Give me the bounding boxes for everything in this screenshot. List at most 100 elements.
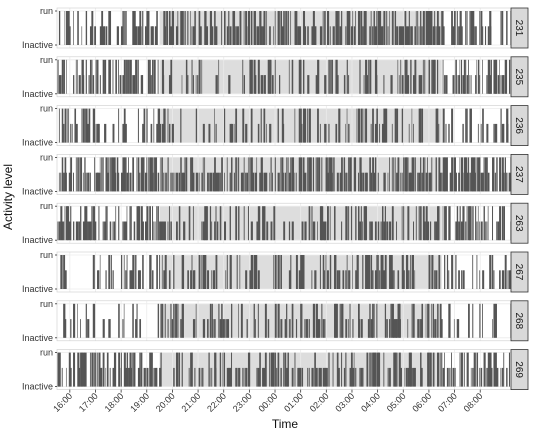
activity-bar bbox=[245, 172, 247, 192]
activity-bar bbox=[253, 255, 256, 289]
activity-bar bbox=[342, 270, 345, 289]
activity-bar bbox=[271, 75, 274, 94]
activity-bar bbox=[411, 108, 413, 143]
activity-bar bbox=[231, 123, 234, 143]
activity-bar bbox=[335, 59, 338, 94]
activity-bar bbox=[140, 157, 143, 192]
activity-bar bbox=[432, 26, 436, 45]
x-tick-label: 19:00 bbox=[128, 391, 151, 414]
activity-bar bbox=[269, 59, 271, 94]
activity-bar bbox=[493, 59, 496, 94]
activity-bar bbox=[226, 157, 228, 192]
activity-bar bbox=[503, 123, 505, 143]
activity-bar bbox=[173, 172, 174, 192]
activity-bar bbox=[459, 59, 461, 94]
activity-bar bbox=[283, 123, 285, 143]
activity-bar bbox=[329, 157, 333, 192]
activity-bar bbox=[104, 26, 106, 45]
activity-bar bbox=[287, 352, 289, 387]
activity-bar bbox=[89, 352, 91, 387]
activity-bar bbox=[456, 206, 459, 241]
x-tick-label: 07:00 bbox=[436, 391, 459, 414]
activity-bar bbox=[497, 75, 500, 94]
activity-bar bbox=[112, 123, 115, 143]
activity-bar bbox=[250, 255, 254, 289]
activity-bar bbox=[403, 270, 405, 289]
activity-bar bbox=[106, 206, 108, 241]
activity-bar bbox=[152, 270, 154, 289]
activity-bar bbox=[346, 108, 348, 143]
activity-bar bbox=[468, 352, 469, 387]
activity-bar bbox=[476, 59, 478, 94]
activity-bar bbox=[249, 270, 252, 289]
activity-bar bbox=[290, 319, 291, 338]
activity-bar bbox=[152, 172, 154, 192]
activity-bar bbox=[460, 352, 463, 387]
activity-bar bbox=[226, 319, 230, 338]
activity-bar bbox=[425, 11, 428, 45]
activity-bar bbox=[295, 255, 298, 289]
activity-bar bbox=[424, 157, 426, 192]
activity-bar bbox=[142, 221, 144, 241]
activity-bar bbox=[85, 303, 87, 338]
activity-bar bbox=[480, 367, 483, 387]
activity-bar bbox=[307, 157, 309, 192]
activity-bar bbox=[201, 221, 203, 241]
activity-bar bbox=[105, 157, 108, 192]
activity-bar bbox=[302, 108, 305, 143]
activity-bar bbox=[348, 206, 350, 241]
activity-bar bbox=[322, 11, 324, 45]
facet-strip-label: 237 bbox=[513, 166, 524, 183]
activity-bar bbox=[391, 206, 394, 241]
activity-bar bbox=[176, 303, 178, 338]
activity-bar bbox=[218, 59, 220, 94]
activity-bar bbox=[142, 123, 144, 143]
activity-bar bbox=[105, 270, 107, 289]
activity-bar bbox=[202, 157, 204, 192]
x-tick-label: 22:00 bbox=[205, 391, 228, 414]
activity-bar bbox=[372, 303, 374, 338]
activity-bar bbox=[58, 75, 61, 94]
activity-bar bbox=[301, 255, 304, 289]
activity-bar bbox=[470, 11, 473, 45]
activity-bar bbox=[246, 26, 248, 45]
activity-bar bbox=[219, 319, 222, 338]
activity-bar bbox=[336, 11, 339, 45]
activity-bar bbox=[369, 352, 371, 387]
activity-bar bbox=[404, 157, 407, 192]
activity-bar bbox=[228, 75, 231, 94]
activity-bar bbox=[215, 75, 218, 94]
activity-bar bbox=[115, 59, 117, 94]
activity-bar bbox=[394, 11, 397, 45]
activity-bar bbox=[472, 255, 474, 289]
activity-bar bbox=[260, 108, 262, 143]
y-axis-title: Activity level bbox=[1, 164, 15, 230]
activity-bar bbox=[410, 59, 412, 94]
activity-bar bbox=[504, 59, 508, 94]
activity-bar bbox=[404, 59, 407, 94]
activity-bar bbox=[484, 221, 486, 241]
activity-bar bbox=[242, 108, 245, 143]
activity-bar bbox=[142, 255, 144, 289]
activity-bar bbox=[226, 26, 229, 45]
activity-bar bbox=[153, 157, 155, 192]
activity-bar bbox=[70, 367, 72, 387]
activity-bar bbox=[411, 255, 415, 289]
activity-bar bbox=[338, 367, 340, 387]
activity-bar bbox=[226, 367, 229, 387]
activity-bar bbox=[445, 206, 447, 241]
activity-bar bbox=[202, 319, 206, 338]
activity-bar bbox=[108, 319, 111, 338]
activity-bar bbox=[146, 367, 149, 387]
activity-bar bbox=[341, 11, 343, 45]
activity-bar bbox=[223, 172, 225, 192]
activity-bar bbox=[338, 270, 341, 289]
activity-bar bbox=[506, 11, 508, 45]
activity-bar bbox=[109, 157, 111, 192]
activity-bar bbox=[487, 172, 490, 192]
activity-bar bbox=[91, 206, 93, 241]
activity-bar bbox=[58, 352, 61, 387]
activity-bar bbox=[207, 26, 208, 45]
activity-bar bbox=[336, 172, 339, 192]
y-tick-label: run bbox=[40, 104, 53, 114]
